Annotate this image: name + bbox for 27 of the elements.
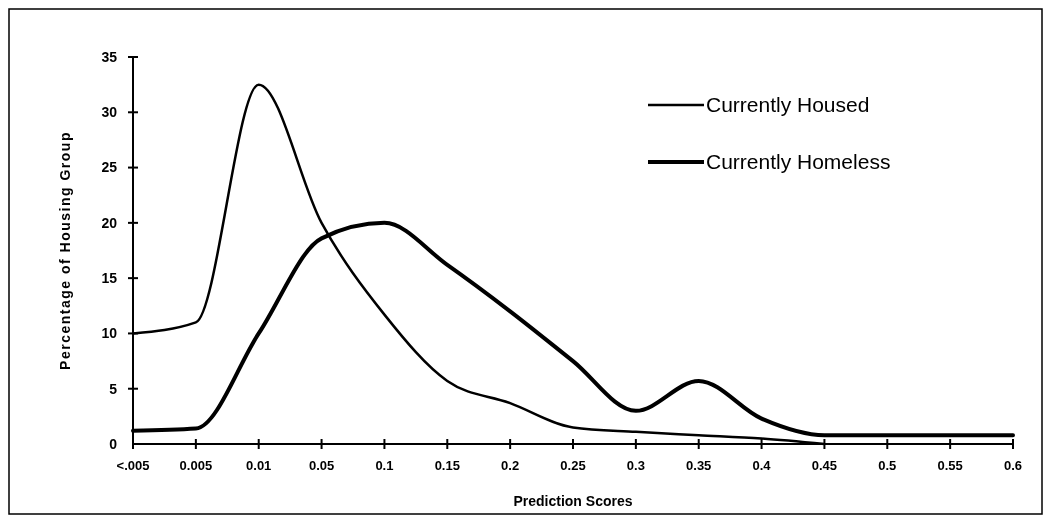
x-axis-title: Prediction Scores (513, 493, 633, 509)
legend-label: Currently Homeless (706, 150, 891, 174)
x-tick-label: 0.2 (501, 458, 520, 473)
x-tick-label: 0.15 (434, 458, 460, 473)
y-axis-title: Percentage of Housing Group (57, 131, 73, 370)
y-tick-label: 0 (109, 435, 118, 452)
y-tick-label: 25 (101, 159, 118, 176)
x-tick-label: 0.1 (375, 458, 394, 473)
x-tick-label: 0.25 (560, 458, 586, 473)
legend-label: Currently Housed (706, 93, 870, 117)
y-tick-label: 35 (101, 48, 118, 65)
x-tick-label: 0.5 (878, 458, 897, 473)
x-tick-label: <.005 (116, 458, 150, 473)
x-tick-label: 0.45 (811, 458, 838, 473)
x-tick-label: 0.55 (937, 458, 963, 473)
x-tick-label: 0.6 (1003, 458, 1023, 473)
y-tick-label: 5 (109, 380, 118, 397)
x-tick-label: 0.05 (308, 458, 335, 473)
x-tick-label: 0.4 (752, 458, 772, 473)
y-tick-label: 20 (101, 214, 118, 231)
y-tick-label: 10 (101, 325, 118, 342)
x-tick-label: 0.35 (686, 458, 712, 473)
y-tick-label: 15 (101, 270, 118, 287)
x-tick-label: 0.3 (626, 458, 645, 473)
x-tick-label: 0.005 (179, 458, 213, 473)
y-tick-label: 30 (101, 104, 118, 121)
x-tick-label: 0.01 (246, 458, 272, 473)
